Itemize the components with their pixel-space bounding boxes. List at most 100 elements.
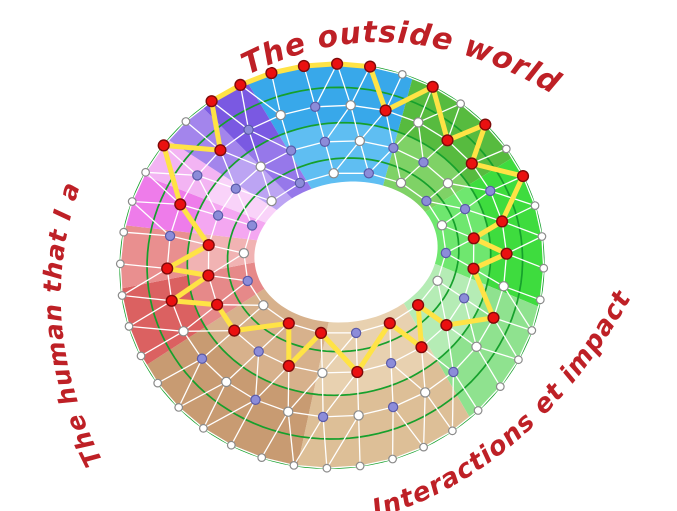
white-node	[397, 69, 407, 79]
red-node	[234, 78, 247, 92]
mesh-link	[216, 280, 249, 306]
white-node	[527, 326, 537, 335]
white-node	[413, 117, 424, 128]
white-node	[471, 341, 482, 352]
mesh-link	[357, 414, 361, 467]
red-node	[161, 262, 174, 275]
mesh-link	[196, 174, 219, 217]
white-node	[473, 406, 483, 415]
mesh-link	[131, 200, 171, 237]
mesh-link	[422, 391, 426, 448]
mesh-link	[121, 267, 168, 297]
mesh-link	[445, 324, 455, 373]
sector-tan-dark-outer	[146, 327, 314, 466]
red-node	[440, 319, 453, 332]
red-node	[426, 80, 439, 93]
white-node	[530, 201, 540, 211]
mesh-link	[471, 148, 507, 165]
red-node	[205, 95, 218, 108]
mesh-link	[287, 365, 290, 413]
mesh-link	[505, 235, 543, 255]
mesh-link	[196, 174, 237, 190]
mesh-link	[260, 165, 273, 202]
white-node	[124, 322, 134, 331]
white-node	[354, 135, 365, 147]
mesh-link	[261, 411, 289, 459]
mesh-link	[452, 371, 479, 412]
white-node	[537, 232, 547, 241]
sector-tan-light-outer	[297, 360, 470, 469]
red-node	[282, 317, 295, 330]
mesh-link	[207, 252, 245, 277]
mesh-link	[359, 140, 370, 174]
purple-node	[418, 157, 429, 168]
mesh-link	[128, 325, 185, 332]
purple-node	[212, 210, 224, 221]
sector-red-light-outer	[120, 225, 192, 289]
mesh-link	[350, 65, 371, 106]
red-node	[165, 294, 178, 307]
mesh-link	[451, 371, 455, 432]
mesh-link	[390, 362, 426, 394]
red-node	[383, 317, 396, 330]
red-node	[516, 170, 530, 183]
red-node	[202, 269, 215, 282]
mesh-link	[128, 300, 173, 328]
mesh-link	[239, 84, 250, 131]
purple-node	[250, 394, 261, 405]
white-node	[353, 410, 364, 421]
mesh-link	[201, 329, 235, 360]
mesh-link	[326, 414, 360, 469]
sector-green-pale-inner	[403, 263, 487, 361]
mesh-link	[230, 399, 257, 446]
mesh-link	[392, 406, 425, 448]
white-node	[221, 376, 232, 388]
purple-node	[317, 411, 329, 423]
mesh-link	[389, 322, 392, 364]
red-node	[467, 232, 480, 245]
mesh-link	[219, 149, 262, 168]
purple-node	[387, 401, 399, 413]
red-node	[202, 239, 215, 252]
red-node	[211, 298, 224, 311]
sector-green-dark-inner	[383, 131, 469, 213]
mesh-link	[182, 304, 218, 332]
red-node	[214, 144, 227, 157]
mesh-link	[225, 350, 260, 383]
mesh-link	[185, 120, 222, 151]
mesh-link	[333, 140, 361, 174]
mesh-link	[121, 294, 173, 302]
mesh-link	[424, 391, 454, 432]
mesh-link	[247, 129, 262, 168]
white-node	[174, 403, 184, 412]
white-node	[345, 100, 356, 111]
mesh-link	[464, 208, 503, 223]
red-node	[265, 66, 278, 80]
white-node	[283, 406, 294, 417]
mesh-link	[436, 280, 465, 299]
sector-pink-light-outer	[143, 139, 223, 200]
purple-node	[448, 366, 459, 378]
red-node	[465, 157, 478, 170]
mesh-link	[202, 381, 227, 429]
nodes-layer	[115, 57, 549, 473]
mesh-link	[270, 72, 282, 116]
mesh-link	[202, 399, 257, 429]
mesh-link	[314, 63, 338, 108]
mesh-link	[425, 200, 466, 210]
white-node	[498, 281, 509, 292]
mesh-link	[475, 346, 520, 361]
mesh-link	[293, 416, 324, 467]
purple-node	[253, 346, 264, 357]
mesh-link	[503, 285, 541, 301]
white-node	[501, 144, 511, 154]
red-node	[487, 311, 500, 324]
mesh-link	[492, 317, 533, 332]
label-human-that-i-am: The human that I am	[0, 0, 108, 472]
mesh-link	[157, 358, 203, 384]
white-node	[317, 367, 328, 379]
red-node	[496, 215, 509, 228]
mesh-link	[140, 330, 185, 357]
white-node	[153, 378, 163, 388]
